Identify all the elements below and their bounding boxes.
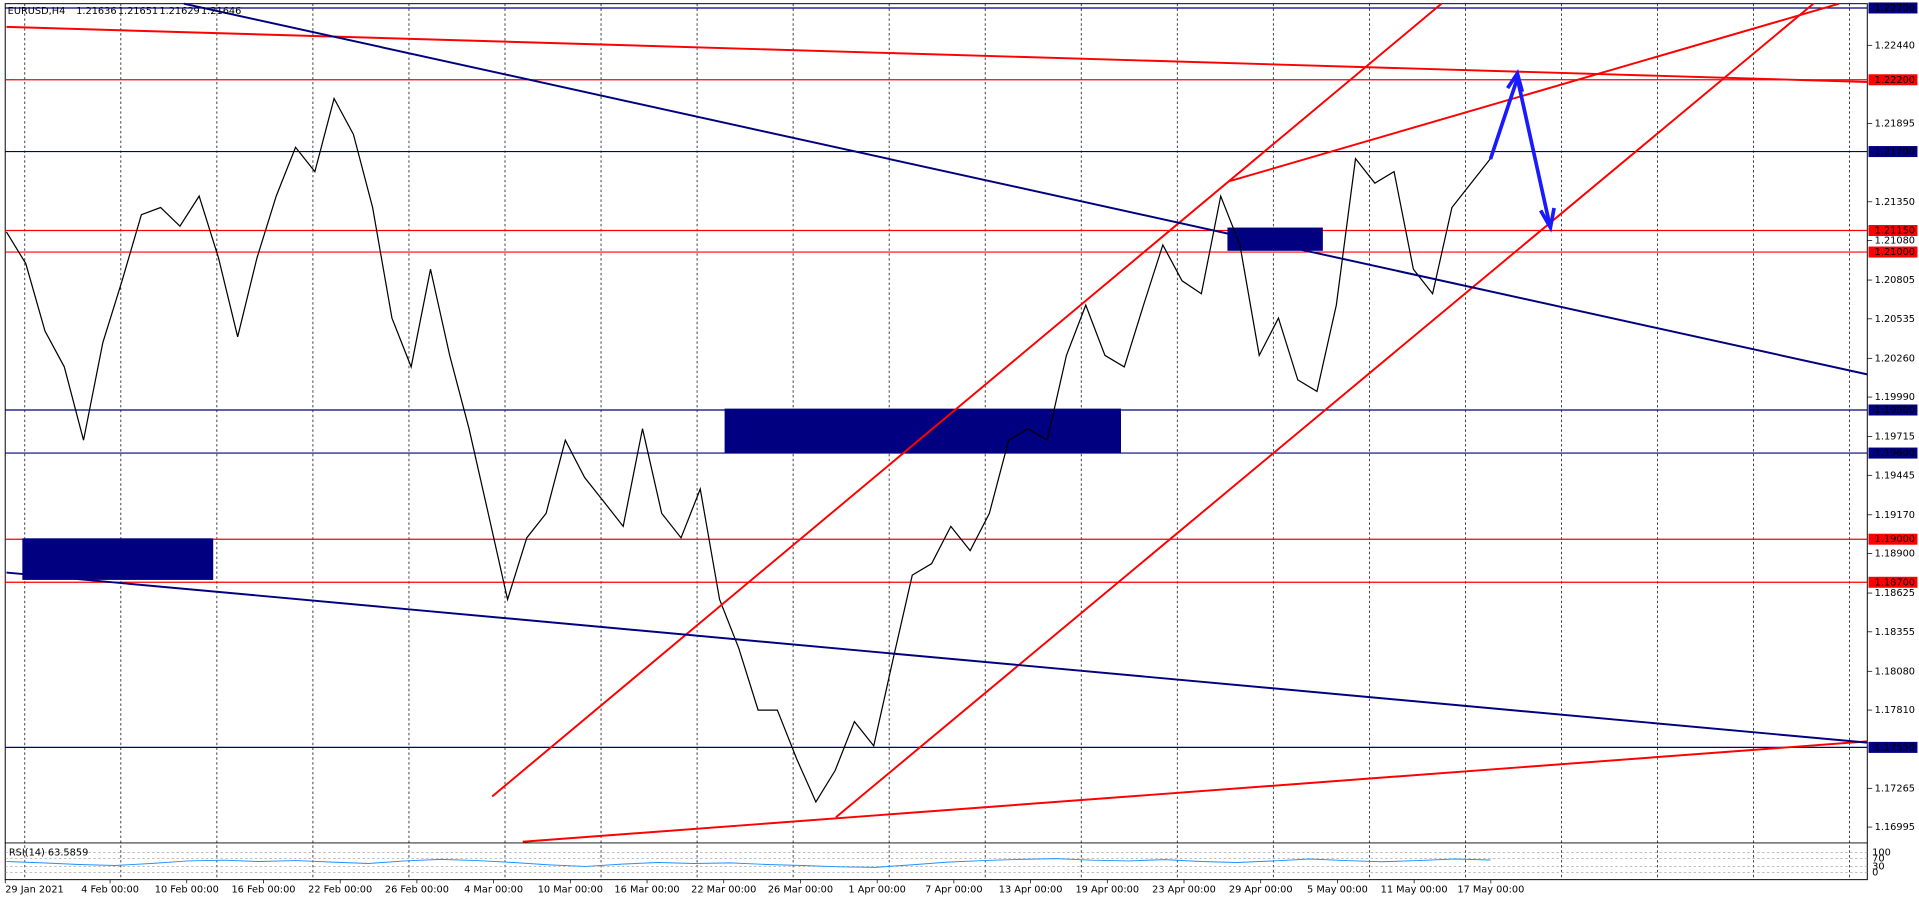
level-label: 1.17550 [1875,742,1915,753]
level-label: 1.21700 [1875,147,1915,158]
level-label: 1.19600 [1875,448,1915,459]
level-tag [1868,533,1918,545]
rsi-tick-label: 0 [1872,867,1878,878]
x-tick-label: 11 May 00:00 [1381,884,1448,895]
level-tag [1868,404,1918,416]
rsi-label: RSI(14) 63.5859 [9,848,88,859]
rsi-tick-label: 100 [1872,848,1891,859]
y-tick-label: 1.21080 [1875,236,1915,247]
level-label: 1.19900 [1875,405,1915,416]
zone-box [724,408,1121,453]
trendline [6,571,1868,744]
trendline [183,2,1868,376]
y-tick-label: 1.19170 [1875,510,1915,521]
arrow-head [1506,69,1525,93]
level-tag [1868,2,1918,14]
trendline [522,740,1868,843]
level-label: 1.21150 [1875,226,1915,237]
level-tag [1868,447,1918,459]
plot-frame [4,3,1868,881]
y-tick-label: 1.21350 [1875,197,1915,208]
zone-box [1227,227,1323,251]
level-label: 1.18700 [1875,577,1915,588]
x-tick-label: 10 Feb 00:00 [155,884,219,895]
time-axis: 29 Jan 2021 4 Feb 00:00 10 Feb 00:00 16 Feb… [4,879,1524,895]
level-label: 1.22200 [1875,75,1915,86]
y-tick-label: 1.18900 [1875,549,1915,560]
trendlines [6,2,1868,843]
trendline [1229,2,1840,183]
y-tick-label: 1.22440 [1875,40,1915,51]
x-tick-label: 23 Apr 00:00 [1152,884,1216,895]
level-tag [1868,576,1918,588]
ohlc-value: 1.21629 [159,6,199,17]
y-tick-label: 1.18355 [1875,627,1915,638]
level-label: 1.22700 [1875,3,1915,14]
price-series [5,96,1491,804]
x-tick-label: 26 Feb 00:00 [385,884,449,895]
x-tick-label: 13 Apr 00:00 [999,884,1063,895]
price-axis: 1.22440 1.21895 1.21350 1.21080 1.20805 1.205… [1867,2,1918,833]
ohlc-value: 1.21651 [118,6,158,17]
y-tick-label: 1.20535 [1875,314,1915,325]
rsi-tick-label: 30 [1872,861,1884,872]
x-tick-label: 17 May 00:00 [1457,884,1524,895]
y-tick-label: 1.19715 [1875,432,1915,443]
y-tick-label: 1.19990 [1875,392,1915,403]
x-tick-label: 29 Jan 2021 [5,884,64,895]
rsi-line [6,858,1491,868]
forecast-arrow [1488,69,1556,233]
level-tag [1868,741,1918,753]
level-tag [1868,74,1918,86]
levels [5,7,1868,749]
level-tag [1868,146,1918,158]
x-tick-label: 16 Mar 00:00 [614,884,679,895]
y-tick-label: 1.20805 [1875,275,1915,286]
trendline [491,2,1443,798]
x-tick-label: 19 Apr 00:00 [1075,884,1139,895]
x-tick-label: 4 Feb 00:00 [81,884,139,895]
y-tick-label: 1.18625 [1875,588,1915,599]
y-tick-label: 1.16995 [1875,822,1915,833]
trendline [6,25,1868,83]
level-tag [1868,246,1918,258]
zone-box [22,538,214,580]
x-tick-label: 16 Feb 00:00 [231,884,295,895]
symbol: EURUSD,H4 [8,6,66,17]
trendline [835,2,1815,819]
ohlc-value: 1.21636 [76,6,116,17]
x-tick-label: 22 Mar 00:00 [691,884,756,895]
y-tick-label: 1.20260 [1875,353,1915,364]
x-tick-label: 22 Feb 00:00 [308,884,372,895]
x-tick-label: 29 Apr 00:00 [1229,884,1293,895]
ohlc-value: 1.21646 [201,6,241,17]
level-label: 1.19000 [1875,534,1915,545]
y-tick-label: 1.17810 [1875,705,1915,716]
y-tick-label: 1.19445 [1875,470,1915,481]
price-line [5,96,1491,804]
level-tag [1868,225,1918,237]
x-tick-label: 26 Mar 00:00 [768,884,833,895]
y-tick-label: 1.18080 [1875,666,1915,677]
y-tick-label: 1.21895 [1875,119,1915,130]
x-tick-label: 5 May 00:00 [1307,884,1368,895]
x-tick-label: 10 Mar 00:00 [538,884,603,895]
y-tick-label: 1.17265 [1875,783,1915,794]
arrow-head [1539,207,1556,233]
rsi-tick-label: 70 [1872,854,1884,865]
level-label: 1.21000 [1875,247,1915,258]
x-tick-label: 4 Mar 00:00 [464,884,523,895]
x-tick-label: 1 Apr 00:00 [848,884,905,895]
x-tick-label: 7 Apr 00:00 [925,884,982,895]
